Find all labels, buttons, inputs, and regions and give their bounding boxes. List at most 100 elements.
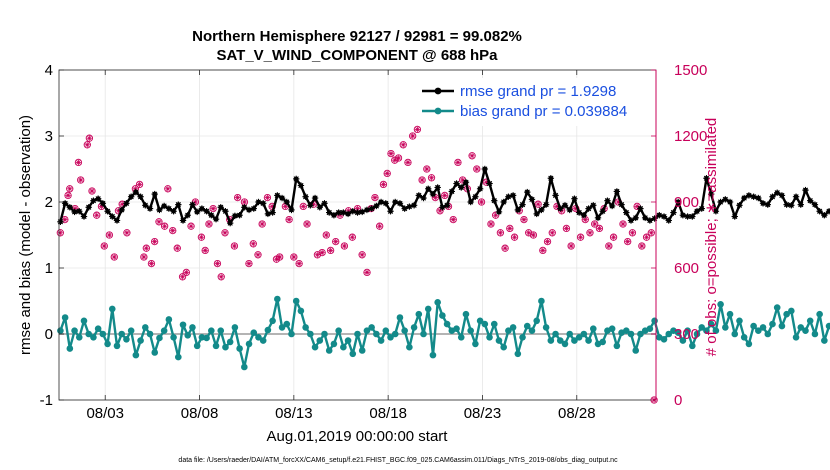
bias-marker bbox=[368, 324, 375, 331]
obs-assimilated-point bbox=[136, 181, 143, 187]
obs-assimilated-point bbox=[235, 195, 241, 201]
rmse-marker-ray bbox=[666, 217, 672, 224]
obs-assimilated-point bbox=[388, 151, 394, 157]
rmse-marker-ray bbox=[312, 195, 318, 201]
bias-marker bbox=[759, 324, 767, 331]
obs-assimilated-point bbox=[530, 232, 536, 238]
rmse-marker-ray bbox=[463, 179, 469, 185]
legend-rmse-marker bbox=[434, 87, 442, 95]
obs-assimilated-point bbox=[286, 217, 292, 223]
rmse-marker-ray bbox=[293, 176, 299, 182]
rmse-marker-ray bbox=[496, 209, 502, 215]
y-tick-label: -1 bbox=[40, 392, 53, 409]
obs-possible-point bbox=[562, 224, 571, 233]
rmse-marker bbox=[533, 210, 540, 218]
rmse-marker bbox=[500, 198, 507, 206]
rmse-marker bbox=[443, 202, 451, 209]
rmse-marker bbox=[481, 165, 489, 173]
obs-possible-point bbox=[371, 193, 379, 202]
legend-bias-marker bbox=[434, 107, 442, 115]
rmse-marker-ray bbox=[567, 207, 573, 213]
rmse-marker-ray bbox=[274, 192, 280, 199]
rmse-marker-ray bbox=[581, 212, 587, 218]
rmse-marker-ray bbox=[298, 182, 304, 189]
rmse-marker bbox=[212, 215, 220, 223]
bias-marker bbox=[264, 326, 272, 334]
obs-assimilated-stroke bbox=[112, 254, 117, 260]
x-tick-label: 08/28 bbox=[558, 405, 596, 422]
obs-assimilated-point bbox=[259, 221, 265, 227]
rmse-marker-ray bbox=[387, 208, 394, 214]
bias-marker bbox=[165, 316, 173, 323]
rmse-marker bbox=[528, 196, 536, 203]
obs-assimilated-stroke bbox=[455, 160, 461, 165]
obs-possible-point bbox=[548, 229, 556, 237]
rmse-marker-ray bbox=[133, 189, 139, 195]
obs-assimilated-stroke bbox=[545, 239, 550, 244]
rmse-marker-ray bbox=[76, 208, 82, 214]
obs-possible-point bbox=[140, 253, 148, 261]
rmse-marker-ray bbox=[180, 217, 186, 224]
rmse-marker bbox=[392, 198, 399, 206]
rmse-marker bbox=[326, 209, 333, 216]
obs-assimilated-point bbox=[62, 217, 68, 223]
bias-marker bbox=[486, 334, 493, 341]
bias-marker bbox=[94, 325, 102, 333]
rmse-marker-ray bbox=[765, 202, 771, 208]
obs-assimilated-stroke bbox=[203, 248, 208, 253]
bias-marker bbox=[632, 347, 640, 354]
obs-possible-point bbox=[391, 156, 399, 164]
rmse-marker-ray bbox=[628, 217, 634, 224]
obs-possible-point bbox=[322, 231, 330, 239]
rmse-marker-ray bbox=[420, 195, 427, 201]
rmse-marker bbox=[524, 188, 531, 196]
obs-assimilated-stroke bbox=[488, 221, 494, 227]
rmse-marker-ray bbox=[623, 209, 629, 216]
obs-assimilated-stroke bbox=[592, 221, 597, 227]
obs-assimilated-point bbox=[526, 230, 532, 236]
y2-tick-label: 0 bbox=[674, 392, 682, 409]
rmse-marker-ray bbox=[746, 192, 752, 199]
obs-possible-point bbox=[197, 233, 206, 241]
bias-marker bbox=[788, 307, 795, 315]
rmse-marker bbox=[467, 198, 474, 206]
rmse-marker-ray bbox=[694, 208, 700, 214]
rmse-marker bbox=[123, 200, 130, 207]
bias-marker bbox=[769, 320, 776, 328]
rmse-marker bbox=[80, 213, 88, 220]
obs-assimilated-point bbox=[94, 212, 100, 218]
rmse-marker-ray bbox=[326, 209, 332, 216]
rmse-marker bbox=[825, 208, 830, 215]
obs-assimilated-point bbox=[582, 217, 588, 223]
rmse-marker-ray bbox=[449, 188, 455, 195]
rmse-marker bbox=[255, 198, 262, 206]
rmse-marker bbox=[712, 208, 720, 215]
obs-assimilated-stroke bbox=[232, 243, 237, 249]
obs-assimilated-stroke bbox=[540, 248, 545, 253]
rmse-marker bbox=[156, 206, 163, 214]
rmse-marker bbox=[250, 205, 257, 212]
bias-marker bbox=[613, 342, 621, 350]
obs-assimilated-stroke bbox=[460, 177, 465, 183]
rmse-marker bbox=[807, 197, 814, 204]
rmse-series bbox=[57, 165, 830, 227]
bias-marker bbox=[288, 330, 295, 338]
bias-marker bbox=[373, 330, 380, 338]
bias-marker bbox=[585, 337, 592, 344]
obs-assimilated-point bbox=[521, 217, 527, 223]
bias-marker bbox=[755, 327, 762, 335]
obs-assimilated-point bbox=[596, 225, 603, 231]
obs-assimilated-stroke bbox=[215, 261, 220, 266]
rmse-marker bbox=[160, 202, 168, 210]
bias-marker bbox=[472, 340, 479, 348]
rmse-marker bbox=[222, 208, 229, 215]
rmse-marker bbox=[660, 213, 668, 220]
rmse-marker-ray bbox=[486, 180, 493, 187]
obs-assimilated-point bbox=[165, 186, 171, 192]
rmse-marker-ray bbox=[128, 194, 134, 200]
rmse-marker-ray bbox=[81, 213, 87, 220]
obs-assimilated-point bbox=[395, 155, 402, 161]
rmse-marker bbox=[613, 188, 621, 195]
obs-possible-point bbox=[201, 246, 209, 255]
rmse-marker bbox=[321, 200, 328, 207]
